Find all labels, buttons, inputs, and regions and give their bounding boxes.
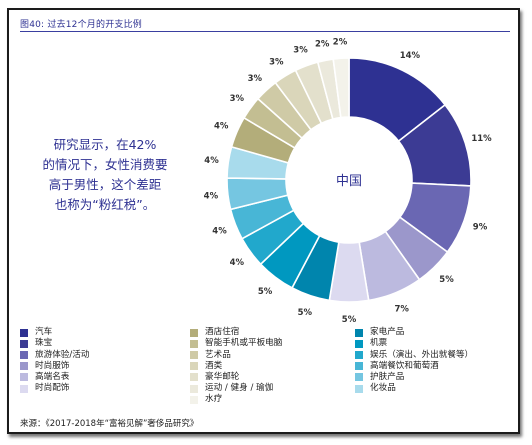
legend-swatch xyxy=(355,373,363,382)
slice-value-label-12: 4% xyxy=(204,156,219,166)
legend-label: 酒店住宿 xyxy=(205,327,240,338)
donut-center-label: 中国 xyxy=(336,174,362,189)
slice-value-label-15: 3% xyxy=(248,74,263,84)
legend-item: 珠宝 xyxy=(20,338,52,349)
legend-swatch xyxy=(190,362,198,371)
legend-swatch xyxy=(355,362,363,371)
legend-item: 酒类 xyxy=(190,361,222,372)
legend-label: 机票 xyxy=(370,338,388,349)
legend-label: 时尚服饰 xyxy=(35,360,70,371)
legend-swatch xyxy=(20,384,28,393)
legend-label: 护肤产品 xyxy=(370,372,405,382)
legend-item: 汽车 xyxy=(20,327,52,338)
legend-label: 酒类 xyxy=(205,360,223,371)
annotation-line-1: 研究显示，在42% xyxy=(53,137,157,152)
legend-item: 酒店住宿 xyxy=(190,327,239,338)
legend-swatch xyxy=(20,339,28,348)
figure-title: 图40: 过去12个月的开支比例 xyxy=(20,20,142,30)
slice-value-label-9: 4% xyxy=(230,258,245,268)
legend-label: 娱乐（演出、外出就餐等） xyxy=(370,349,474,360)
legend-label: 家电产品 xyxy=(370,327,405,338)
annotation-line-4: 也称为“粉红税”。 xyxy=(54,197,156,212)
slice-value-label-13: 4% xyxy=(214,121,229,131)
legend-swatch xyxy=(20,373,28,382)
legend-item: 机票 xyxy=(355,338,387,349)
legend-item: 豪华邮轮 xyxy=(190,372,239,383)
legend-label: 豪华邮轮 xyxy=(205,372,240,382)
slice-value-label-4: 5% xyxy=(439,275,454,285)
slice-value-label-5: 7% xyxy=(394,305,409,315)
legend-item: 运动 / 健身 / 瑜伽 xyxy=(190,383,273,394)
slice-value-label-14: 3% xyxy=(230,94,245,104)
slice-value-label-16: 3% xyxy=(269,58,284,68)
legend-swatch xyxy=(190,339,198,348)
legend-swatch xyxy=(20,328,28,337)
legend-item: 智能手机或平板电脑 xyxy=(190,338,282,349)
legend-item: 水疗 xyxy=(190,394,222,405)
donut-slices xyxy=(226,57,472,303)
donut-labels: 14%11%9%5%7%5%5%5%4%4%4%4%4%3%3%3%3%2% 2% xyxy=(204,37,492,325)
legend-swatch xyxy=(355,384,363,393)
legend-label: 化妆品 xyxy=(370,383,396,394)
figure-source: 来源：《2017-2018年“富裕见解”奢侈品研究》 xyxy=(20,419,199,429)
legend-item: 高端餐饮和葡萄酒 xyxy=(355,361,439,372)
slice-value-label-18: 2% xyxy=(315,40,330,50)
legend-swatch xyxy=(355,350,363,359)
slice-value-label-19: 2% xyxy=(333,37,348,47)
slice-value-label-8: 5% xyxy=(258,287,273,297)
chart-legend: 汽车 珠宝 旅游体验/活动 时尚服饰 高端名表 时尚配饰 酒店住宿 智能手机或平板电脑 艺术品酒… xyxy=(20,327,500,417)
legend-label: 高端名表 xyxy=(35,372,70,382)
legend-item: 娱乐（演出、外出就餐等） xyxy=(355,349,473,360)
legend-swatch xyxy=(190,350,198,359)
legend-item: 家电产品 xyxy=(355,327,404,338)
legend-item: 艺术品 xyxy=(190,349,231,360)
legend-item: 护肤产品 xyxy=(355,372,404,383)
legend-label: 水疗 xyxy=(205,394,223,405)
legend-swatch xyxy=(355,339,363,348)
legend-swatch xyxy=(190,395,198,404)
legend-swatch xyxy=(190,373,198,382)
legend-item: 高端名表 xyxy=(20,372,69,383)
slice-value-label-10: 4% xyxy=(212,227,227,237)
slice-value-label-17: 3% xyxy=(293,46,308,56)
annotation-line-3: 高于男性，这个差距 xyxy=(48,177,162,192)
legend-label: 高端餐饮和葡萄酒 xyxy=(370,360,439,371)
donut-chart: 14%11%9%5%7%5%5%5%4%4%4%4%4%3%3%3%3%2% 2%… xyxy=(204,37,492,325)
legend-label: 汽车 xyxy=(35,327,53,338)
legend-item: 时尚服饰 xyxy=(20,361,69,372)
slice-value-label-3: 9% xyxy=(473,222,488,232)
slice-value-label-2: 11% xyxy=(471,134,492,144)
legend-swatch xyxy=(20,350,28,359)
legend-label: 珠宝 xyxy=(35,338,53,349)
legend-swatch xyxy=(190,384,198,393)
legend-item: 时尚配饰 xyxy=(20,383,69,394)
slice-value-label-11: 4% xyxy=(204,192,219,202)
legend-label: 艺术品 xyxy=(205,349,231,360)
legend-swatch xyxy=(20,362,28,371)
legend-label: 时尚配饰 xyxy=(35,383,70,394)
title-rule xyxy=(20,31,510,32)
legend-label: 智能手机或平板电脑 xyxy=(205,338,283,349)
slice-value-label-7: 5% xyxy=(298,308,313,318)
annotation-text: 研究显示，在42% 的情况下，女性消费要 高于男性，这个差距 也称为“粉红税”。 xyxy=(30,135,180,215)
legend-swatch xyxy=(190,328,198,337)
legend-item: 化妆品 xyxy=(355,383,396,394)
slice-value-label-6: 5% xyxy=(342,315,357,325)
legend-swatch xyxy=(355,328,363,337)
legend-label: 运动 / 健身 / 瑜伽 xyxy=(205,383,274,394)
donut-slice-19 xyxy=(332,57,350,119)
legend-label: 旅游体验/活动 xyxy=(35,349,90,360)
slice-value-label-1: 14% xyxy=(400,51,421,61)
annotation-line-2: 的情况下，女性消费要 xyxy=(42,157,168,172)
legend-item: 旅游体验/活动 xyxy=(20,349,89,360)
